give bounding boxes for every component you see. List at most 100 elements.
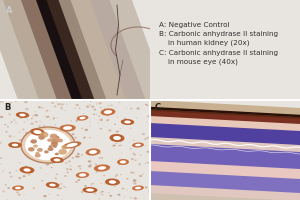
Circle shape	[134, 197, 137, 199]
Circle shape	[102, 194, 103, 195]
Circle shape	[18, 177, 22, 179]
Circle shape	[118, 163, 121, 165]
Polygon shape	[150, 100, 300, 118]
Circle shape	[112, 110, 115, 112]
Circle shape	[55, 152, 57, 153]
Circle shape	[116, 143, 117, 144]
Circle shape	[77, 174, 79, 175]
Circle shape	[25, 132, 28, 134]
Circle shape	[83, 137, 86, 139]
Circle shape	[127, 190, 128, 191]
Circle shape	[95, 164, 97, 165]
Circle shape	[80, 168, 81, 169]
Ellipse shape	[49, 184, 56, 186]
Text: A: Negative Control
B: Carbonic anhydrase II staining
    in human kidney (20x)
: A: Negative Control B: Carbonic anhydras…	[159, 22, 278, 65]
Circle shape	[56, 118, 58, 119]
Circle shape	[16, 170, 17, 171]
Circle shape	[77, 153, 80, 155]
Circle shape	[91, 185, 92, 186]
Circle shape	[126, 178, 129, 179]
Circle shape	[62, 154, 65, 157]
Circle shape	[109, 130, 111, 131]
Circle shape	[145, 163, 146, 164]
Circle shape	[38, 132, 39, 133]
Circle shape	[46, 173, 47, 174]
Circle shape	[145, 104, 147, 105]
Circle shape	[37, 148, 43, 152]
Circle shape	[71, 133, 74, 135]
Circle shape	[38, 107, 40, 108]
Circle shape	[112, 145, 114, 146]
Circle shape	[39, 125, 41, 127]
Circle shape	[98, 122, 99, 123]
Circle shape	[56, 173, 58, 175]
Circle shape	[89, 121, 91, 122]
Circle shape	[115, 176, 117, 177]
Circle shape	[120, 174, 122, 175]
Circle shape	[39, 149, 42, 151]
Circle shape	[81, 154, 83, 156]
Circle shape	[90, 189, 92, 191]
Circle shape	[19, 162, 20, 163]
Circle shape	[39, 120, 41, 121]
Circle shape	[134, 159, 136, 161]
Circle shape	[8, 113, 10, 114]
Circle shape	[86, 106, 89, 108]
Circle shape	[78, 156, 80, 157]
Circle shape	[149, 148, 151, 149]
Circle shape	[35, 114, 38, 116]
Circle shape	[124, 118, 127, 119]
Circle shape	[96, 171, 98, 173]
Circle shape	[81, 191, 84, 193]
Circle shape	[130, 197, 132, 198]
Circle shape	[100, 183, 102, 184]
Circle shape	[145, 186, 148, 188]
Circle shape	[47, 138, 52, 142]
Circle shape	[61, 145, 68, 149]
Circle shape	[42, 148, 45, 150]
Circle shape	[95, 114, 97, 115]
Circle shape	[108, 179, 109, 180]
Circle shape	[107, 115, 109, 116]
Polygon shape	[36, 0, 87, 100]
Circle shape	[101, 157, 103, 158]
Circle shape	[35, 154, 41, 157]
Circle shape	[100, 192, 102, 193]
Circle shape	[46, 116, 50, 118]
Circle shape	[134, 179, 136, 181]
Circle shape	[88, 165, 92, 167]
Circle shape	[32, 116, 34, 117]
Ellipse shape	[15, 187, 21, 189]
Circle shape	[46, 163, 49, 165]
Circle shape	[108, 105, 109, 106]
Circle shape	[134, 183, 136, 185]
Ellipse shape	[132, 142, 144, 148]
Circle shape	[133, 139, 135, 141]
Circle shape	[61, 161, 64, 162]
Circle shape	[35, 121, 38, 123]
Circle shape	[83, 113, 84, 114]
Ellipse shape	[104, 110, 112, 114]
Circle shape	[52, 137, 59, 142]
Circle shape	[145, 145, 146, 146]
Circle shape	[103, 175, 105, 176]
Circle shape	[63, 186, 65, 187]
Circle shape	[109, 195, 112, 197]
Circle shape	[91, 106, 94, 108]
Polygon shape	[90, 0, 150, 100]
Circle shape	[124, 196, 126, 197]
Circle shape	[51, 142, 58, 147]
Polygon shape	[150, 185, 300, 200]
Circle shape	[136, 107, 140, 110]
Circle shape	[42, 152, 44, 153]
Circle shape	[10, 102, 12, 103]
Circle shape	[39, 136, 45, 140]
Circle shape	[9, 114, 11, 115]
Circle shape	[90, 164, 92, 165]
Circle shape	[51, 139, 59, 144]
Circle shape	[40, 132, 49, 138]
Circle shape	[113, 144, 116, 147]
Circle shape	[69, 169, 72, 170]
Circle shape	[57, 195, 58, 196]
Ellipse shape	[46, 182, 59, 188]
